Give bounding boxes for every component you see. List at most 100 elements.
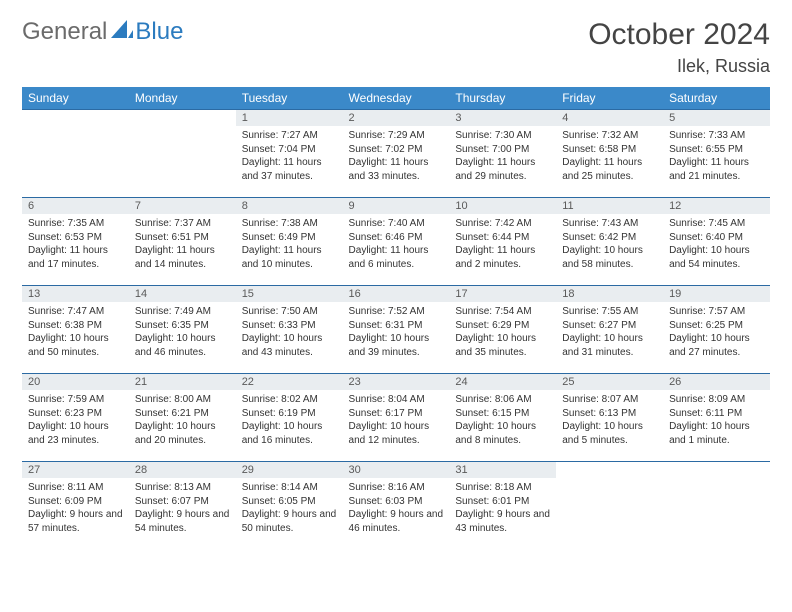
day-details: Sunrise: 7:49 AMSunset: 6:35 PMDaylight:…: [129, 302, 236, 363]
weekday-header: Monday: [129, 87, 236, 110]
day-cell: 18Sunrise: 7:55 AMSunset: 6:27 PMDayligh…: [556, 286, 663, 374]
day-number: 1: [236, 110, 343, 126]
weekday-header: Wednesday: [343, 87, 450, 110]
day-number: 15: [236, 286, 343, 302]
day-details: Sunrise: 8:00 AMSunset: 6:21 PMDaylight:…: [129, 390, 236, 451]
day-details: Sunrise: 7:47 AMSunset: 6:38 PMDaylight:…: [22, 302, 129, 363]
day-cell: 3Sunrise: 7:30 AMSunset: 7:00 PMDaylight…: [449, 110, 556, 198]
day-details: Sunrise: 7:33 AMSunset: 6:55 PMDaylight:…: [663, 126, 770, 187]
sunrise-text: Sunrise: 7:49 AM: [135, 305, 230, 319]
calendar-row: 27Sunrise: 8:11 AMSunset: 6:09 PMDayligh…: [22, 462, 770, 550]
sunset-text: Sunset: 6:44 PM: [455, 231, 550, 245]
day-details: Sunrise: 7:38 AMSunset: 6:49 PMDaylight:…: [236, 214, 343, 275]
calendar-body: 1Sunrise: 7:27 AMSunset: 7:04 PMDaylight…: [22, 110, 770, 550]
day-cell: 27Sunrise: 8:11 AMSunset: 6:09 PMDayligh…: [22, 462, 129, 550]
day-details: Sunrise: 7:50 AMSunset: 6:33 PMDaylight:…: [236, 302, 343, 363]
daylight-text: Daylight: 11 hours and 14 minutes.: [135, 244, 230, 271]
empty-cell: [129, 110, 236, 198]
daylight-text: Daylight: 11 hours and 6 minutes.: [349, 244, 444, 271]
sunrise-text: Sunrise: 7:45 AM: [669, 217, 764, 231]
sunrise-text: Sunrise: 7:32 AM: [562, 129, 657, 143]
day-number: 17: [449, 286, 556, 302]
sunrise-text: Sunrise: 7:38 AM: [242, 217, 337, 231]
daylight-text: Daylight: 10 hours and 39 minutes.: [349, 332, 444, 359]
sunrise-text: Sunrise: 7:47 AM: [28, 305, 123, 319]
sunrise-text: Sunrise: 8:04 AM: [349, 393, 444, 407]
day-number: 10: [449, 198, 556, 214]
sunset-text: Sunset: 6:33 PM: [242, 319, 337, 333]
sunset-text: Sunset: 6:23 PM: [28, 407, 123, 421]
day-number: 30: [343, 462, 450, 478]
sunset-text: Sunset: 6:07 PM: [135, 495, 230, 509]
logo-text-blue: Blue: [135, 18, 183, 46]
sunrise-text: Sunrise: 8:14 AM: [242, 481, 337, 495]
day-cell: 24Sunrise: 8:06 AMSunset: 6:15 PMDayligh…: [449, 374, 556, 462]
day-number: 13: [22, 286, 129, 302]
day-number: 7: [129, 198, 236, 214]
day-details: Sunrise: 7:35 AMSunset: 6:53 PMDaylight:…: [22, 214, 129, 275]
empty-cell: [556, 462, 663, 550]
day-cell: 6Sunrise: 7:35 AMSunset: 6:53 PMDaylight…: [22, 198, 129, 286]
daylight-text: Daylight: 9 hours and 50 minutes.: [242, 508, 337, 535]
daylight-text: Daylight: 10 hours and 46 minutes.: [135, 332, 230, 359]
sunrise-text: Sunrise: 8:13 AM: [135, 481, 230, 495]
weekday-header: Sunday: [22, 87, 129, 110]
day-cell: 21Sunrise: 8:00 AMSunset: 6:21 PMDayligh…: [129, 374, 236, 462]
logo-text-general: General: [22, 18, 107, 46]
sunrise-text: Sunrise: 7:30 AM: [455, 129, 550, 143]
day-cell: 31Sunrise: 8:18 AMSunset: 6:01 PMDayligh…: [449, 462, 556, 550]
day-number: 28: [129, 462, 236, 478]
calendar-row: 20Sunrise: 7:59 AMSunset: 6:23 PMDayligh…: [22, 374, 770, 462]
daylight-text: Daylight: 10 hours and 58 minutes.: [562, 244, 657, 271]
day-details: Sunrise: 8:07 AMSunset: 6:13 PMDaylight:…: [556, 390, 663, 451]
day-cell: 29Sunrise: 8:14 AMSunset: 6:05 PMDayligh…: [236, 462, 343, 550]
day-number: 3: [449, 110, 556, 126]
day-cell: 14Sunrise: 7:49 AMSunset: 6:35 PMDayligh…: [129, 286, 236, 374]
weekday-header: Tuesday: [236, 87, 343, 110]
sunset-text: Sunset: 6:46 PM: [349, 231, 444, 245]
day-number: 6: [22, 198, 129, 214]
sunrise-text: Sunrise: 8:18 AM: [455, 481, 550, 495]
day-details: Sunrise: 7:55 AMSunset: 6:27 PMDaylight:…: [556, 302, 663, 363]
sunset-text: Sunset: 6:05 PM: [242, 495, 337, 509]
day-details: Sunrise: 7:45 AMSunset: 6:40 PMDaylight:…: [663, 214, 770, 275]
day-number: 5: [663, 110, 770, 126]
day-number: 20: [22, 374, 129, 390]
sunrise-text: Sunrise: 8:16 AM: [349, 481, 444, 495]
daylight-text: Daylight: 11 hours and 33 minutes.: [349, 156, 444, 183]
sunrise-text: Sunrise: 7:40 AM: [349, 217, 444, 231]
day-cell: 11Sunrise: 7:43 AMSunset: 6:42 PMDayligh…: [556, 198, 663, 286]
day-cell: 5Sunrise: 7:33 AMSunset: 6:55 PMDaylight…: [663, 110, 770, 198]
sunset-text: Sunset: 6:53 PM: [28, 231, 123, 245]
sunset-text: Sunset: 7:00 PM: [455, 143, 550, 157]
day-details: Sunrise: 8:04 AMSunset: 6:17 PMDaylight:…: [343, 390, 450, 451]
day-cell: 7Sunrise: 7:37 AMSunset: 6:51 PMDaylight…: [129, 198, 236, 286]
day-details: Sunrise: 8:18 AMSunset: 6:01 PMDaylight:…: [449, 478, 556, 539]
sunset-text: Sunset: 6:55 PM: [669, 143, 764, 157]
sunset-text: Sunset: 6:29 PM: [455, 319, 550, 333]
daylight-text: Daylight: 9 hours and 54 minutes.: [135, 508, 230, 535]
sunset-text: Sunset: 6:31 PM: [349, 319, 444, 333]
day-cell: 8Sunrise: 7:38 AMSunset: 6:49 PMDaylight…: [236, 198, 343, 286]
day-details: Sunrise: 7:37 AMSunset: 6:51 PMDaylight:…: [129, 214, 236, 275]
sunset-text: Sunset: 6:03 PM: [349, 495, 444, 509]
day-details: Sunrise: 8:06 AMSunset: 6:15 PMDaylight:…: [449, 390, 556, 451]
day-number: 24: [449, 374, 556, 390]
day-cell: 30Sunrise: 8:16 AMSunset: 6:03 PMDayligh…: [343, 462, 450, 550]
day-details: Sunrise: 7:43 AMSunset: 6:42 PMDaylight:…: [556, 214, 663, 275]
location: Ilek, Russia: [588, 56, 770, 77]
daylight-text: Daylight: 11 hours and 25 minutes.: [562, 156, 657, 183]
sunrise-text: Sunrise: 7:33 AM: [669, 129, 764, 143]
day-number: 26: [663, 374, 770, 390]
day-number: 21: [129, 374, 236, 390]
day-number: 4: [556, 110, 663, 126]
weekday-header: Friday: [556, 87, 663, 110]
day-cell: 1Sunrise: 7:27 AMSunset: 7:04 PMDaylight…: [236, 110, 343, 198]
calendar-row: 13Sunrise: 7:47 AMSunset: 6:38 PMDayligh…: [22, 286, 770, 374]
daylight-text: Daylight: 10 hours and 16 minutes.: [242, 420, 337, 447]
daylight-text: Daylight: 9 hours and 43 minutes.: [455, 508, 550, 535]
sunrise-text: Sunrise: 7:35 AM: [28, 217, 123, 231]
daylight-text: Daylight: 10 hours and 8 minutes.: [455, 420, 550, 447]
sunrise-text: Sunrise: 8:02 AM: [242, 393, 337, 407]
sunrise-text: Sunrise: 8:00 AM: [135, 393, 230, 407]
